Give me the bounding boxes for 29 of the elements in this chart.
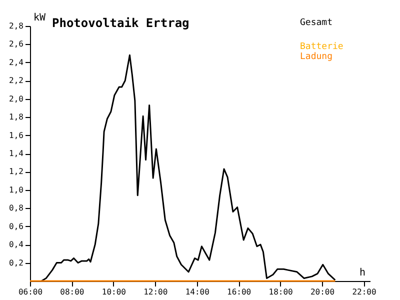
y-tick-label: 2,6: [9, 40, 24, 49]
x-tick-label: 10:00: [102, 288, 126, 296]
x-tick-label: 14:00: [185, 288, 210, 296]
y-tick-label: 1,2: [9, 167, 24, 176]
x-tick-label: 18:00: [268, 288, 294, 296]
y-tick-label: 2,0: [9, 94, 24, 104]
x-tick-label: 08:00: [60, 288, 84, 296]
chart-title: Photovoltaik Ertrag: [52, 16, 190, 30]
x-tick-label: 06:00: [18, 288, 43, 296]
x-tick-label: 12:00: [144, 288, 168, 296]
y-tick-label: 1,0: [9, 185, 24, 194]
y-tick-label: 1,4: [9, 149, 24, 158]
x-tick-label: 16:00: [227, 288, 252, 296]
legend-label: Batterie: [300, 42, 344, 52]
y-tick-label: 0,8: [9, 204, 24, 213]
y-tick-label: 2,2: [9, 76, 24, 86]
y-tick-label: 2,4: [9, 58, 24, 67]
x-tick-label: 20:00: [310, 288, 335, 296]
y-tick-label: 1,6: [9, 130, 24, 140]
y-tick-label: 0,4: [9, 240, 24, 250]
y-tick-label: 0,2: [9, 258, 24, 268]
y-axis-title: kW: [34, 12, 47, 24]
x-tick-label: 22:00: [352, 288, 376, 296]
y-tick-label: 1,8: [9, 112, 24, 122]
y-tick-label: 0,6: [9, 222, 24, 231]
x-axis-title: h: [359, 268, 366, 278]
text: Gesamt: [300, 18, 333, 28]
text: Ladung: [300, 52, 333, 62]
y-tick-label: 2,8: [9, 22, 24, 30]
